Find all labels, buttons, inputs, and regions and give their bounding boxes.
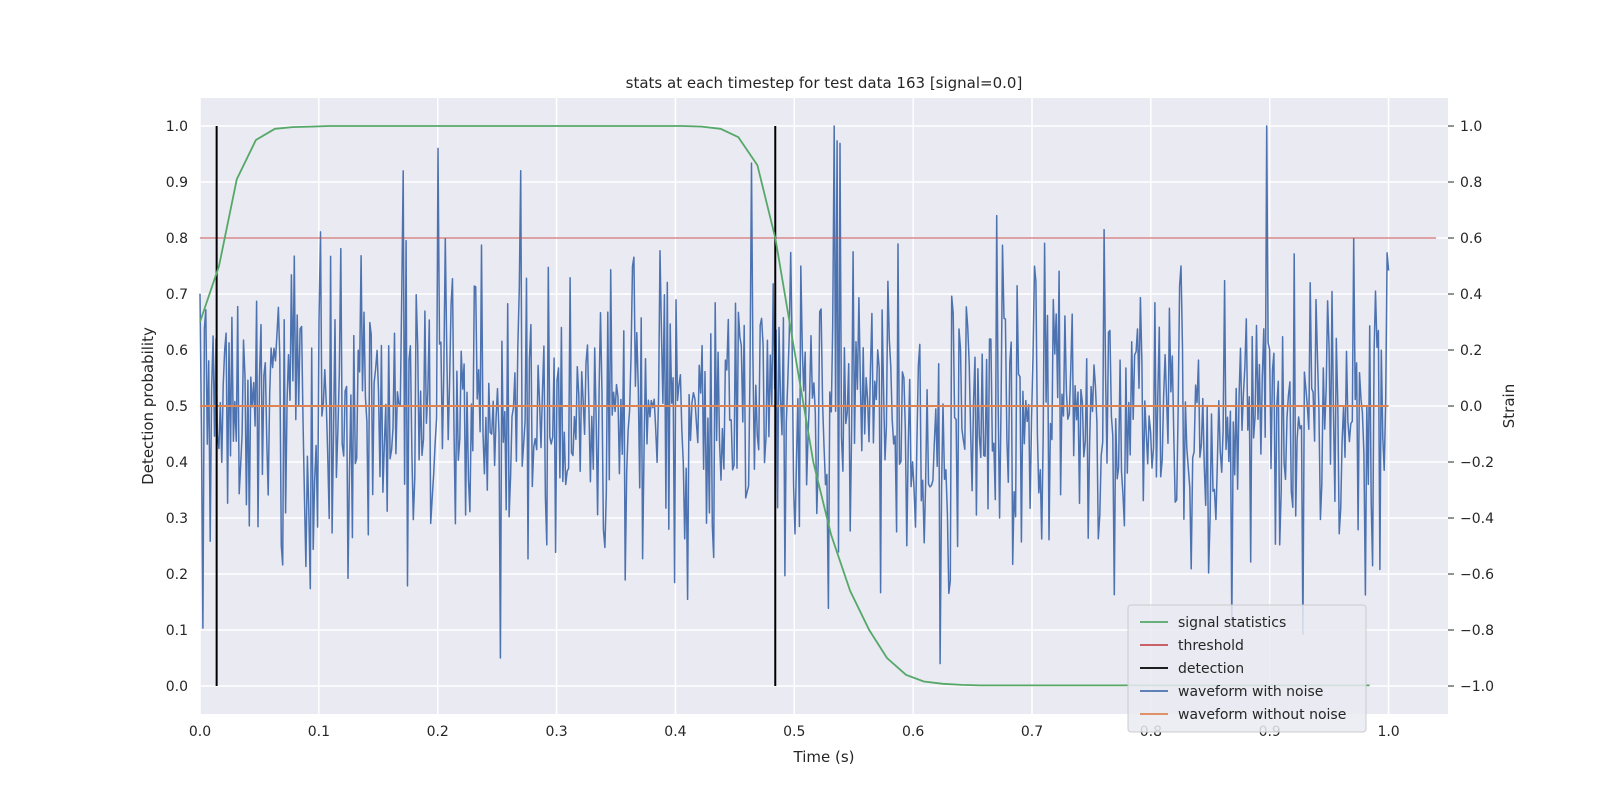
x-tick-label: 0.6 bbox=[902, 724, 924, 740]
chart-title: stats at each timestep for test data 163… bbox=[626, 74, 1023, 92]
x-axis-label: Time (s) bbox=[793, 748, 855, 766]
y-left-tick-label: 0.1 bbox=[166, 623, 188, 639]
y-left-tick-label: 0.9 bbox=[166, 175, 188, 191]
y-left-tick-label: 0.8 bbox=[166, 231, 188, 247]
x-tick-label: 0.3 bbox=[545, 724, 567, 740]
y-left-tick-label: 0.7 bbox=[166, 287, 188, 303]
series-layer bbox=[199, 125, 1437, 687]
legend-label: threshold bbox=[1178, 638, 1244, 654]
y-right-tick-label: −0.2 bbox=[1460, 455, 1494, 471]
legend-label: waveform with noise bbox=[1178, 684, 1323, 700]
y-left-tick-label: 0.5 bbox=[166, 399, 188, 415]
x-tick-label: 1.0 bbox=[1377, 724, 1399, 740]
x-tick-label: 0.2 bbox=[427, 724, 449, 740]
x-tick-label: 0.5 bbox=[783, 724, 805, 740]
y-left-tick-label: 0.4 bbox=[166, 455, 188, 471]
y-left-tick-label: 1.0 bbox=[166, 119, 188, 135]
y-right-tick-label: −0.4 bbox=[1460, 511, 1494, 527]
legend-label: signal statistics bbox=[1178, 615, 1286, 631]
x-tick-label: 0.0 bbox=[189, 724, 211, 740]
legend: signal statistics threshold detection wavef… bbox=[1127, 604, 1367, 733]
series-waveform-with-noise bbox=[199, 125, 1390, 665]
y-right-tick-label: −1.0 bbox=[1460, 679, 1494, 695]
y-right-tick-label: 1.0 bbox=[1460, 119, 1482, 135]
legend-label: detection bbox=[1178, 661, 1244, 677]
tick-labels: 0.0 0.1 0.2 0.3 0.4 0.5 0.6 0.7 0.8 0.9 1.0 0.0 0.1 0… bbox=[166, 119, 1494, 740]
y-right-tick-label: 0.2 bbox=[1460, 343, 1482, 359]
legend-label: waveform without noise bbox=[1178, 707, 1346, 723]
x-tick-label: 0.1 bbox=[308, 724, 330, 740]
y-right-tick-label: −0.6 bbox=[1460, 567, 1494, 583]
legend-frame bbox=[1127, 604, 1367, 733]
y-left-tick-label: 0.3 bbox=[166, 511, 188, 527]
y-right-tick-label: −0.8 bbox=[1460, 623, 1494, 639]
y-right-tick-label: 0.4 bbox=[1460, 287, 1482, 303]
y-left-tick-label: 0.6 bbox=[166, 343, 188, 359]
y-left-tick-label: 0.2 bbox=[166, 567, 188, 583]
y-right-tick-label: 0.6 bbox=[1460, 231, 1482, 247]
y-right-tick-label: 0.0 bbox=[1460, 399, 1482, 415]
y-left-tick-label: 0.0 bbox=[166, 679, 188, 695]
x-tick-label: 0.4 bbox=[664, 724, 686, 740]
y-right-tick-label: 0.8 bbox=[1460, 175, 1482, 191]
y-axis-label-right: Strain bbox=[1500, 384, 1518, 428]
y-axis-label-left: Detection probability bbox=[139, 327, 157, 485]
x-tick-label: 0.7 bbox=[1021, 724, 1043, 740]
